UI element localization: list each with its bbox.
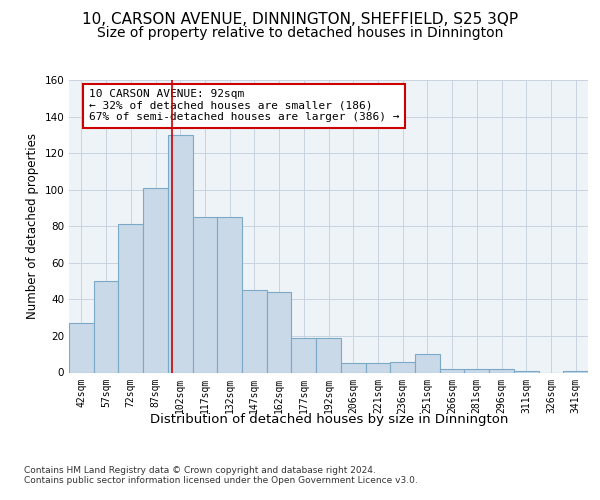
Bar bbox=[193, 217, 217, 372]
Bar bbox=[563, 370, 588, 372]
Bar bbox=[514, 370, 539, 372]
Bar bbox=[341, 364, 365, 372]
Bar bbox=[292, 338, 316, 372]
Y-axis label: Number of detached properties: Number of detached properties bbox=[26, 133, 39, 320]
Bar bbox=[168, 135, 193, 372]
Bar bbox=[316, 338, 341, 372]
Bar bbox=[464, 369, 489, 372]
Bar bbox=[217, 217, 242, 372]
Bar bbox=[440, 369, 464, 372]
Bar bbox=[118, 224, 143, 372]
Text: 10 CARSON AVENUE: 92sqm
← 32% of detached houses are smaller (186)
67% of semi-d: 10 CARSON AVENUE: 92sqm ← 32% of detache… bbox=[89, 89, 399, 122]
Bar bbox=[267, 292, 292, 372]
Text: Size of property relative to detached houses in Dinnington: Size of property relative to detached ho… bbox=[97, 26, 503, 40]
Bar bbox=[242, 290, 267, 372]
Bar bbox=[390, 362, 415, 372]
Text: 10, CARSON AVENUE, DINNINGTON, SHEFFIELD, S25 3QP: 10, CARSON AVENUE, DINNINGTON, SHEFFIELD… bbox=[82, 12, 518, 28]
Bar bbox=[94, 281, 118, 372]
Bar bbox=[415, 354, 440, 372]
Bar bbox=[489, 369, 514, 372]
Bar bbox=[143, 188, 168, 372]
Text: Distribution of detached houses by size in Dinnington: Distribution of detached houses by size … bbox=[149, 412, 508, 426]
Bar bbox=[365, 364, 390, 372]
Bar bbox=[69, 323, 94, 372]
Text: Contains HM Land Registry data © Crown copyright and database right 2024.
Contai: Contains HM Land Registry data © Crown c… bbox=[24, 466, 418, 485]
